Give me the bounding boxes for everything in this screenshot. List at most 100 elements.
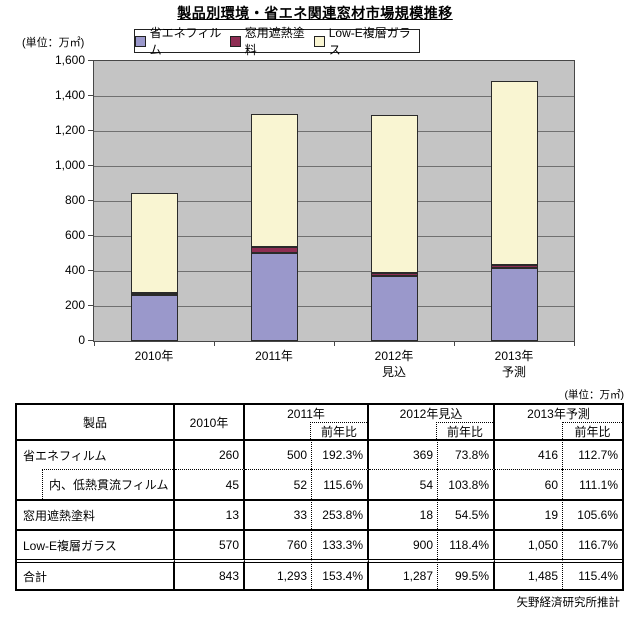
yoy-cell: 118.4% xyxy=(437,529,495,559)
y-axis-tick-label: 1,000 xyxy=(54,158,85,172)
x-axis-category-label: 2012年 見込 xyxy=(374,349,414,379)
yoy-cell: 73.8% xyxy=(437,439,495,469)
legend-label: 窓用遮熱塗料 xyxy=(244,26,305,57)
yoy-cell: 105.6% xyxy=(562,499,622,529)
value-cell: 416 xyxy=(495,439,562,469)
yoy-cell: 133.3% xyxy=(311,529,369,559)
y-axis-tick xyxy=(88,60,93,61)
bar-segment-Low-E複層ガラス xyxy=(371,115,418,273)
value-cell: 570 xyxy=(175,529,245,559)
bar-segment-窓用遮熱塗料 xyxy=(371,273,418,276)
stacked-bar xyxy=(491,81,538,341)
x-axis-tick xyxy=(454,342,455,346)
header-2010: 2010年 xyxy=(175,405,245,439)
source-note: 矢野経済研究所推計 xyxy=(516,597,621,609)
yoy-cell: 192.3% xyxy=(311,439,369,469)
legend-label: 省エネフィルム xyxy=(149,26,222,57)
value-cell: 900 xyxy=(369,529,437,559)
value-cell: 1,050 xyxy=(495,529,562,559)
bar-segment-Low-E複層ガラス xyxy=(131,193,178,293)
bar-segment-省エネフィルム xyxy=(131,295,178,341)
table-row: Low-E複層ガラス 570 760 133.3% 900 118.4% 1,0… xyxy=(17,529,622,559)
product-cell: 合計 xyxy=(17,559,175,589)
bar-segment-省エネフィルム xyxy=(251,253,298,341)
gridline xyxy=(94,236,574,237)
bar-segment-Low-E複層ガラス xyxy=(251,114,298,247)
value-cell: 33 xyxy=(245,499,311,529)
chart-legend: 省エネフィルム 窓用遮熱塗料 Low-E複層ガラス xyxy=(134,26,420,57)
product-cell: 窓用遮熱塗料 xyxy=(17,499,175,529)
page-title: 製品別環境・省エネ関連窓材市場規模推移 xyxy=(177,5,453,21)
yoy-cell: 99.5% xyxy=(437,559,495,589)
yoy-cell: 112.7% xyxy=(562,439,622,469)
value-cell: 760 xyxy=(245,529,311,559)
bar-segment-省エネフィルム xyxy=(371,276,418,341)
x-axis-tick xyxy=(214,342,215,346)
header-spacer xyxy=(245,422,310,439)
legend-item: Low-E複層ガラス xyxy=(314,24,419,58)
legend-item: 省エネフィルム xyxy=(135,24,230,58)
gridline xyxy=(94,131,574,132)
plot-area xyxy=(93,60,575,342)
value-cell: 60 xyxy=(495,469,562,499)
stacked-bar-chart: (単位：万㎡) 省エネフィルム 窓用遮熱塗料 Low-E複層ガラス 0 200 40… xyxy=(0,25,630,385)
y-axis-tick-label: 800 xyxy=(64,193,85,207)
y-axis-tick-label: 1,600 xyxy=(54,53,85,67)
chart-unit-label: (単位：万㎡) xyxy=(22,37,85,49)
stacked-bar xyxy=(131,193,178,341)
yoy-cell: 116.7% xyxy=(562,529,622,559)
table-row: 窓用遮熱塗料 13 33 253.8% 18 54.5% 19 105.6% xyxy=(17,499,622,529)
y-axis-tick xyxy=(88,235,93,236)
header-2013: 2013年予測 xyxy=(527,407,590,421)
header-spacer xyxy=(369,422,436,439)
y-axis-tick-label: 200 xyxy=(64,298,85,312)
gridline xyxy=(94,271,574,272)
header-spacer xyxy=(495,422,562,439)
y-axis-tick xyxy=(88,130,93,131)
header-group-2011: 2011年 前年比 xyxy=(245,405,369,439)
value-cell: 369 xyxy=(369,439,437,469)
yoy-cell: 115.4% xyxy=(562,559,622,589)
value-cell: 45 xyxy=(175,469,245,499)
header-2012: 2012年見込 xyxy=(399,407,463,421)
bar-segment-Low-E複層ガラス xyxy=(491,81,538,265)
value-cell: 1,293 xyxy=(245,559,311,589)
y-axis-tick-label: 600 xyxy=(64,228,85,242)
header-yoy-2013: 前年比 xyxy=(562,422,622,439)
product-cell: Low-E複層ガラス xyxy=(17,529,175,559)
value-cell: 13 xyxy=(175,499,245,529)
y-axis-tick-label: 1,400 xyxy=(54,88,85,102)
stacked-bar xyxy=(371,115,418,341)
header-group-2013: 2013年予測 前年比 xyxy=(495,405,622,439)
value-cell: 52 xyxy=(245,469,311,499)
yoy-cell: 54.5% xyxy=(437,499,495,529)
value-cell: 1,485 xyxy=(495,559,562,589)
y-axis-tick xyxy=(88,95,93,96)
y-axis-tick-label: 1,200 xyxy=(54,123,85,137)
legend-item: 窓用遮熱塗料 xyxy=(230,24,314,58)
yoy-cell: 153.4% xyxy=(311,559,369,589)
data-table: 製品 2010年 2011年 前年比 2012年見込 前年比 2013年予測 前… xyxy=(15,403,624,591)
legend-swatch-icon xyxy=(135,35,146,47)
yoy-cell: 253.8% xyxy=(311,499,369,529)
y-axis-tick-label: 400 xyxy=(64,263,85,277)
header-product: 製品 xyxy=(17,405,175,439)
legend-swatch-icon xyxy=(314,35,325,47)
x-axis-tick xyxy=(94,342,95,346)
value-cell: 19 xyxy=(495,499,562,529)
bar-segment-窓用遮熱塗料 xyxy=(131,293,178,295)
table-total-row: 合計 843 1,293 153.4% 1,287 99.5% 1,485 11… xyxy=(17,559,622,589)
table-subrow: 内、低熱貫流フィルム 45 52 115.6% 54 103.8% 60 111… xyxy=(17,469,622,499)
yoy-cell: 115.6% xyxy=(311,469,369,499)
bar-segment-省エネフィルム xyxy=(491,268,538,341)
y-axis-tick xyxy=(88,340,93,341)
header-2011: 2011年 xyxy=(287,407,325,421)
x-axis-category-label: 2013年 予測 xyxy=(494,349,534,379)
y-axis-tick-label: 0 xyxy=(78,333,85,347)
bar-segment-窓用遮熱塗料 xyxy=(491,265,538,268)
product-cell: 省エネフィルム xyxy=(17,439,175,469)
value-cell: 500 xyxy=(245,439,311,469)
y-axis-tick xyxy=(88,200,93,201)
value-cell: 1,287 xyxy=(369,559,437,589)
x-axis-category-label: 2010年 xyxy=(134,349,174,363)
